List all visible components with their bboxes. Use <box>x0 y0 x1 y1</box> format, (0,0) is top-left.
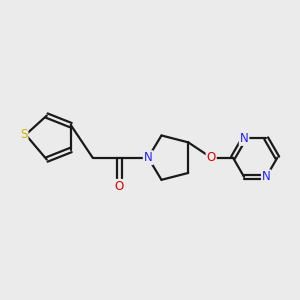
Text: S: S <box>20 128 28 141</box>
Text: O: O <box>207 151 216 164</box>
Text: N: N <box>144 151 152 164</box>
Text: O: O <box>115 180 124 193</box>
Text: N: N <box>240 132 248 145</box>
Text: N: N <box>262 170 271 183</box>
